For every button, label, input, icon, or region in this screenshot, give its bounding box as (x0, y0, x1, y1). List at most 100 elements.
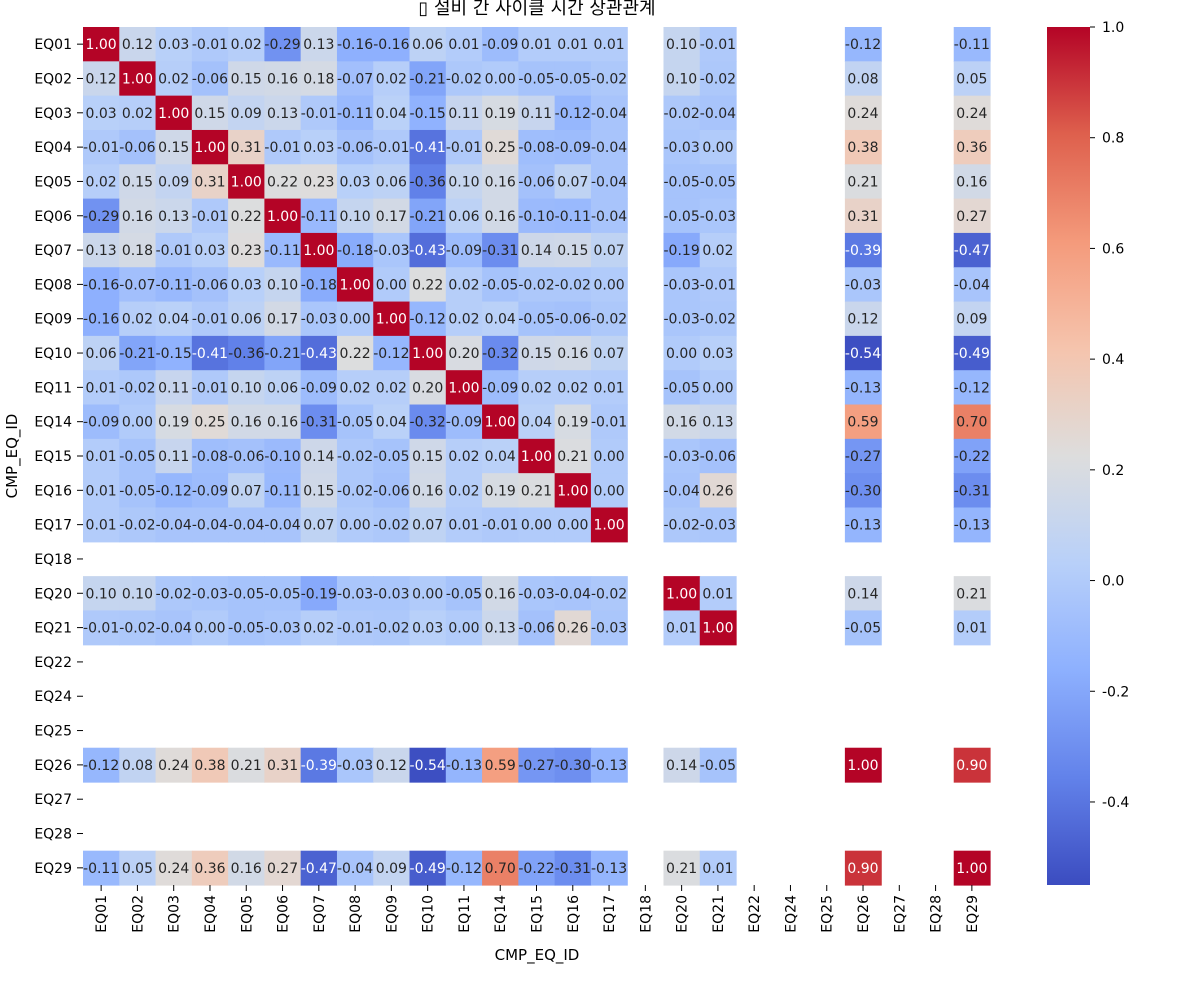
cell-value-EQ03-EQ03: 1.00 (158, 106, 189, 122)
heatmap-cell-EQ10-EQ04 (191, 335, 229, 371)
heatmap-cell-EQ29-EQ10 (409, 850, 447, 886)
heatmap-cell-EQ10-EQ06 (264, 335, 302, 371)
cell-value-EQ03-EQ01: 0.03 (86, 106, 117, 122)
heatmap-cell-EQ03-EQ06 (264, 95, 302, 131)
heatmap-cell-EQ06-EQ14 (482, 198, 519, 234)
cell-value-EQ11-EQ10: 0.20 (412, 380, 443, 396)
cell-value-EQ05-EQ09: 0.06 (376, 174, 407, 190)
heatmap-cell-EQ06-EQ20 (663, 198, 701, 234)
cell-value-EQ11-EQ16: 0.02 (557, 380, 588, 396)
heatmap-cell-EQ29-EQ03 (155, 850, 193, 886)
heatmap-cell-EQ29-EQ08 (336, 850, 374, 886)
cell-value-EQ29-EQ06: 0.27 (267, 861, 298, 877)
heatmap-cell-EQ09-EQ03 (155, 301, 193, 337)
cell-value-EQ04-EQ04: 1.00 (194, 140, 225, 156)
heatmap-cell-EQ26-EQ04 (191, 747, 229, 783)
cell-value-EQ21-EQ26: -0.05 (845, 621, 881, 637)
heatmap-cell-EQ06-EQ21 (699, 198, 737, 234)
cell-value-EQ08-EQ07: -0.18 (301, 277, 337, 293)
heatmap-cell-EQ01-EQ21 (699, 27, 737, 62)
cell-value-EQ06-EQ17: -0.04 (591, 209, 627, 225)
heatmap-cell-EQ02-EQ08 (336, 61, 374, 97)
heatmap-cell-EQ17-EQ21 (699, 507, 737, 543)
heatmap-cell-EQ16-EQ10 (409, 473, 447, 509)
heatmap-cell-EQ07-EQ03 (155, 232, 193, 268)
y-tick-label-EQ29: EQ29 (34, 861, 72, 877)
cell-value-EQ26-EQ09: 0.12 (376, 758, 407, 774)
cell-value-EQ08-EQ04: -0.06 (192, 277, 228, 293)
cell-value-EQ21-EQ17: -0.03 (591, 621, 627, 637)
heatmap-cell-EQ04-EQ02 (119, 129, 157, 165)
heatmap-cell-EQ05-EQ04 (191, 164, 229, 200)
cell-value-EQ02-EQ04: -0.06 (192, 71, 228, 87)
cell-value-EQ06-EQ20: -0.05 (664, 209, 700, 225)
cell-value-EQ07-EQ29: -0.47 (954, 243, 990, 259)
heatmap-cell-EQ05-EQ21 (699, 164, 737, 200)
heatmap-cell-EQ01-EQ16 (554, 27, 592, 62)
heatmap-cell-EQ21-EQ08 (336, 610, 374, 646)
heatmap-cell-EQ26-EQ17 (590, 747, 628, 783)
cell-value-EQ09-EQ09: 1.00 (376, 312, 407, 328)
heatmap-cell-EQ21-EQ10 (409, 610, 447, 646)
heatmap-cell-EQ16-EQ29 (953, 473, 991, 509)
cell-value-EQ09-EQ20: -0.03 (664, 312, 700, 328)
heatmap-cell-EQ07-EQ15 (518, 232, 556, 268)
cell-value-EQ10-EQ10: 1.00 (412, 346, 443, 362)
heatmap-cell-EQ29-EQ02 (119, 850, 157, 886)
cell-value-EQ11-EQ07: -0.09 (301, 380, 337, 396)
heatmap-cell-EQ29-EQ14 (482, 850, 519, 886)
cell-value-EQ04-EQ20: -0.03 (664, 140, 700, 156)
y-tick-label-EQ25: EQ25 (34, 724, 72, 740)
cell-value-EQ20-EQ02: 0.10 (122, 586, 153, 602)
cell-value-EQ03-EQ29: 0.24 (956, 106, 987, 122)
y-tick-label-EQ28: EQ28 (34, 827, 72, 843)
cell-value-EQ03-EQ20: -0.02 (664, 106, 700, 122)
heatmap-cell-EQ02-EQ04 (191, 61, 229, 97)
heatmap-cell-EQ29-EQ01 (83, 850, 120, 886)
cell-value-EQ11-EQ09: 0.02 (376, 380, 407, 396)
heatmap-cell-EQ01-EQ29 (953, 27, 991, 62)
cell-value-EQ26-EQ08: -0.03 (337, 758, 373, 774)
heatmap-cell-EQ01-EQ26 (844, 27, 882, 62)
cell-value-EQ10-EQ07: -0.43 (301, 346, 337, 362)
heatmap-cell-EQ07-EQ21 (699, 232, 737, 268)
cell-value-EQ05-EQ14: 0.16 (485, 174, 516, 190)
heatmap-cell-EQ02-EQ07 (300, 61, 338, 97)
heatmap-cell-EQ15-EQ05 (228, 438, 265, 474)
cell-value-EQ26-EQ01: -0.12 (83, 758, 119, 774)
cell-value-EQ14-EQ09: 0.04 (376, 415, 407, 431)
cell-value-EQ15-EQ15: 1.00 (521, 449, 552, 465)
heatmap-cell-EQ07-EQ29 (953, 232, 991, 268)
cell-value-EQ04-EQ11: -0.01 (446, 140, 482, 156)
cell-value-EQ10-EQ11: 0.20 (448, 346, 479, 362)
colorbar-tick-label: -0.2 (1102, 684, 1129, 700)
heatmap-cell-EQ08-EQ09 (373, 267, 411, 303)
cell-value-EQ06-EQ15: -0.10 (518, 209, 554, 225)
cell-value-EQ04-EQ21: 0.00 (702, 140, 733, 156)
cell-value-EQ07-EQ08: -0.18 (337, 243, 373, 259)
x-tick-label-EQ17: EQ17 (602, 895, 618, 933)
heatmap-cell-EQ21-EQ21 (699, 610, 737, 646)
heatmap-cell-EQ26-EQ10 (409, 747, 447, 783)
heatmap-cell-EQ04-EQ04 (191, 129, 229, 165)
cell-value-EQ02-EQ05: 0.15 (231, 71, 262, 87)
heatmap-cell-EQ08-EQ21 (699, 267, 737, 303)
heatmap-cell-EQ16-EQ02 (119, 473, 157, 509)
heatmap-cell-EQ11-EQ11 (445, 370, 483, 406)
cell-value-EQ21-EQ01: -0.01 (83, 621, 119, 637)
heatmap-cell-EQ05-EQ02 (119, 164, 157, 200)
cell-value-EQ02-EQ03: 0.02 (158, 71, 189, 87)
heatmap-cell-EQ26-EQ06 (264, 747, 302, 783)
cell-value-EQ08-EQ01: -0.16 (83, 277, 119, 293)
heatmap-cell-EQ08-EQ08 (336, 267, 374, 303)
heatmap-cell-EQ17-EQ04 (191, 507, 229, 543)
heatmap-cell-EQ06-EQ07 (300, 198, 338, 234)
cell-value-EQ09-EQ14: 0.04 (485, 312, 516, 328)
heatmap-cell-EQ20-EQ03 (155, 576, 193, 612)
x-tick-label-EQ05: EQ05 (239, 895, 255, 933)
heatmap-cell-EQ08-EQ01 (83, 267, 120, 303)
heatmap-cell-EQ20-EQ29 (953, 576, 991, 612)
heatmap-cell-EQ09-EQ16 (554, 301, 592, 337)
cell-value-EQ17-EQ15: 0.00 (521, 518, 552, 534)
heatmap-cell-EQ06-EQ03 (155, 198, 193, 234)
